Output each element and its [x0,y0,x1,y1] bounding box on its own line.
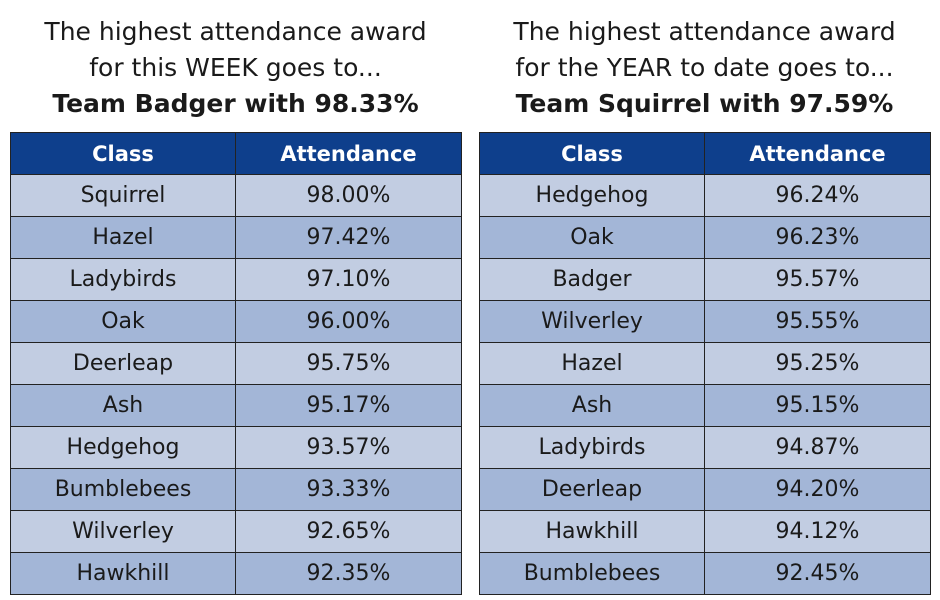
attendance-cell: 98.00% [235,174,462,217]
table-row: Hazel 95.25% [479,342,931,385]
attendance-cell: 94.20% [704,468,931,511]
column-header-class: Class [479,132,705,175]
table-row: Deerleap 95.75% [10,342,462,385]
table-row: Hedgehog 96.24% [479,174,931,217]
yearly-heading-line1: The highest attendance award [513,17,896,46]
class-cell: Bumblebees [479,552,705,595]
attendance-cell: 95.25% [704,342,931,385]
attendance-cell: 97.42% [235,216,462,259]
class-cell: Hawkhill [10,552,236,595]
table-row: Hedgehog 93.57% [10,426,462,469]
weekly-award-heading: The highest attendance award for this WE… [10,0,461,120]
class-cell: Hazel [479,342,705,385]
table-row: Oak 96.23% [479,216,931,259]
class-cell: Badger [479,258,705,301]
table-row: Ash 95.15% [479,384,931,427]
table-header-row: Class Attendance [479,132,931,175]
attendance-cell: 93.33% [235,468,462,511]
yearly-winner: Team Squirrel with 97.59% [515,89,894,118]
table-row: Deerleap 94.20% [479,468,931,511]
weekly-award-panel: The highest attendance award for this WE… [10,0,462,595]
class-cell: Hedgehog [479,174,705,217]
class-cell: Deerleap [10,342,236,385]
table-row: Ash 95.17% [10,384,462,427]
class-cell: Deerleap [479,468,705,511]
table-row: Hazel 97.42% [10,216,462,259]
table-row: Badger 95.57% [479,258,931,301]
column-header-attendance: Attendance [704,132,931,175]
yearly-award-heading: The highest attendance award for the YEA… [479,0,930,120]
attendance-cell: 93.57% [235,426,462,469]
weekly-heading-line2: for this WEEK goes to... [89,53,382,82]
attendance-cell: 95.17% [235,384,462,427]
weekly-attendance-table: Class Attendance Squirrel 98.00% Hazel 9… [10,132,462,595]
attendance-cell: 96.24% [704,174,931,217]
column-header-class: Class [10,132,236,175]
class-cell: Bumblebees [10,468,236,511]
attendance-cell: 97.10% [235,258,462,301]
attendance-cell: 94.87% [704,426,931,469]
class-cell: Ladybirds [479,426,705,469]
attendance-cell: 96.00% [235,300,462,343]
class-cell: Ash [479,384,705,427]
table-row: Wilverley 92.65% [10,510,462,553]
attendance-cell: 94.12% [704,510,931,553]
table-row: Ladybirds 97.10% [10,258,462,301]
attendance-cell: 95.15% [704,384,931,427]
weekly-winner: Team Badger with 98.33% [52,89,419,118]
attendance-cell: 96.23% [704,216,931,259]
yearly-attendance-table: Class Attendance Hedgehog 96.24% Oak 96.… [479,132,931,595]
class-cell: Hedgehog [10,426,236,469]
table-row: Oak 96.00% [10,300,462,343]
attendance-cell: 95.57% [704,258,931,301]
yearly-award-panel: The highest attendance award for the YEA… [479,0,931,595]
class-cell: Oak [10,300,236,343]
attendance-cell: 95.55% [704,300,931,343]
weekly-heading-line1: The highest attendance award [44,17,427,46]
class-cell: Ladybirds [10,258,236,301]
attendance-cell: 92.45% [704,552,931,595]
class-cell: Hazel [10,216,236,259]
class-cell: Wilverley [10,510,236,553]
class-cell: Hawkhill [479,510,705,553]
table-row: Ladybirds 94.87% [479,426,931,469]
class-cell: Squirrel [10,174,236,217]
table-row: Hawkhill 94.12% [479,510,931,553]
yearly-heading-line2: for the YEAR to date goes to... [515,53,894,82]
class-cell: Ash [10,384,236,427]
table-row: Bumblebees 92.45% [479,552,931,595]
attendance-cell: 95.75% [235,342,462,385]
attendance-cell: 92.35% [235,552,462,595]
attendance-cell: 92.65% [235,510,462,553]
column-header-attendance: Attendance [235,132,462,175]
class-cell: Wilverley [479,300,705,343]
table-row: Squirrel 98.00% [10,174,462,217]
class-cell: Oak [479,216,705,259]
table-row: Bumblebees 93.33% [10,468,462,511]
table-header-row: Class Attendance [10,132,462,175]
table-row: Hawkhill 92.35% [10,552,462,595]
table-row: Wilverley 95.55% [479,300,931,343]
